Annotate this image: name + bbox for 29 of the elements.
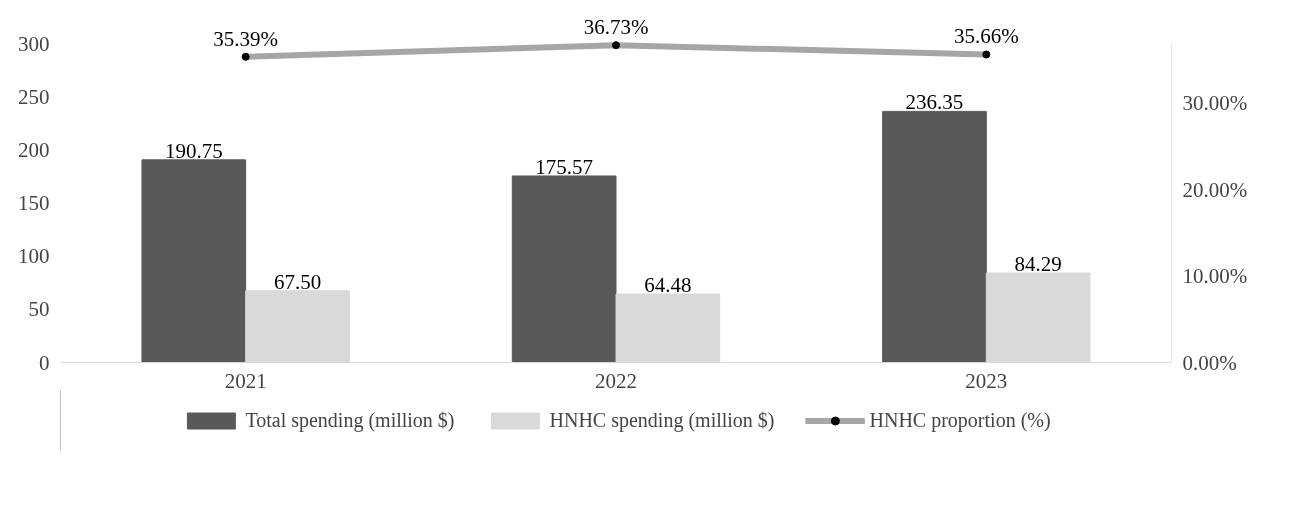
bar [882, 110, 987, 363]
y-tick-label: 50 [28, 297, 50, 322]
y2-tick-label: 0.00% [1182, 350, 1237, 375]
x-tick-label: 2023 [965, 368, 1008, 393]
bar [141, 159, 247, 363]
y2-tick-label: 20.00% [1182, 177, 1248, 202]
data-label: 175.57 [535, 154, 594, 179]
data-label: 67.50 [273, 269, 322, 294]
y-tick-label: 300 [18, 31, 50, 56]
data-label: 36.73% [583, 15, 649, 40]
bar [511, 175, 617, 363]
y-tick-label: 250 [18, 84, 50, 109]
legend-label: Total spending (million $) [245, 408, 455, 432]
y-tick-label: 100 [18, 244, 50, 269]
data-label: 236.35 [905, 90, 964, 115]
y-tick-label: 0 [39, 350, 50, 375]
x-tick-label: 2022 [595, 368, 637, 393]
legend-label: HNHC spending (million $) [549, 408, 775, 432]
data-label: 84.29 [1014, 251, 1062, 276]
data-label: 35.66% [953, 24, 1019, 49]
data-label: 190.75 [164, 138, 223, 163]
legend-label: HNHC proportion (%) [869, 408, 1051, 432]
y-tick-label: 150 [18, 191, 50, 216]
x-tick-label: 2021 [224, 368, 267, 393]
y2-tick-label: 10.00% [1182, 264, 1248, 289]
y-tick-label: 200 [18, 138, 50, 162]
data-label: 35.39% [213, 26, 279, 51]
y2-tick-label: 30.00% [1182, 91, 1248, 116]
data-label: 64.48 [644, 272, 692, 297]
